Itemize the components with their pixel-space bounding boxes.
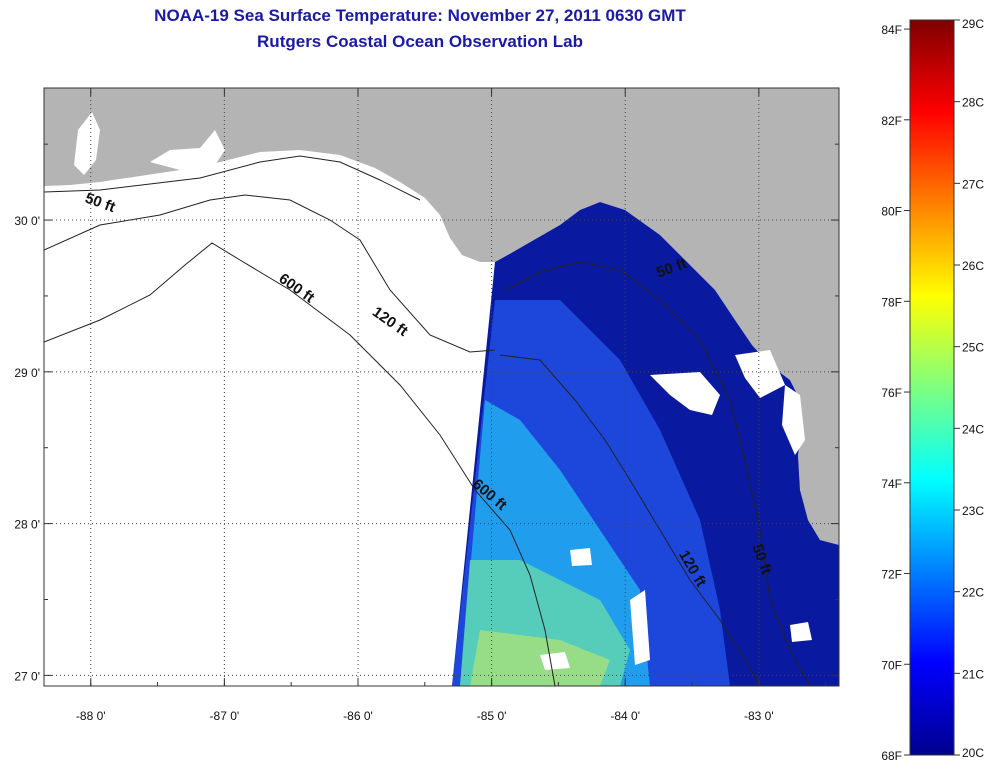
colorbar: [909, 19, 955, 756]
cloud-patch: [790, 622, 812, 642]
map-subtitle: Rutgers Coastal Ocean Observation Lab: [257, 32, 583, 51]
contour-50ft-east: [504, 261, 811, 686]
lon-tick-label: -86 0': [343, 709, 373, 723]
cloud-patch: [735, 350, 785, 398]
colorbar-label-f: 70F: [881, 658, 902, 672]
colorbar-label-c: 26C: [962, 259, 984, 273]
colorbar-label-c: 23C: [962, 504, 984, 518]
land-mass: [44, 88, 839, 545]
colorbar-label-f: 82F: [881, 114, 902, 128]
mobile-bay: [74, 112, 100, 175]
contour-120ft-east: [499, 354, 761, 686]
lon-tick-label: -88 0': [76, 709, 106, 723]
colorbar-label-c: 28C: [962, 96, 984, 110]
colorbar-label-c: 29C: [962, 17, 984, 31]
lat-tick-label: 27 0': [14, 669, 40, 683]
colorbar-label-c: 25C: [962, 341, 984, 355]
map-title: NOAA-19 Sea Surface Temperature: Novembe…: [154, 6, 686, 25]
colorbar-label-f: 78F: [881, 295, 902, 309]
lon-tick-label: -87 0': [210, 709, 240, 723]
sst-warm-patch: [470, 630, 610, 686]
colorbar-label-c: 21C: [962, 667, 984, 681]
cloud-patch: [540, 652, 570, 670]
lat-tick-label: 30 0': [14, 214, 40, 228]
contour-600ft-west: [44, 242, 556, 686]
colorbar-label-f: 68F: [881, 749, 902, 763]
contour-50ft-west: [44, 155, 421, 201]
lon-tick-label: -84 0': [610, 709, 640, 723]
plot-frame: [43, 87, 840, 687]
lon-tick-label: -85 0': [477, 709, 507, 723]
colorbar-label-f: 72F: [881, 568, 902, 582]
axis-labels: -88 0' -87 0' -86 0' -85 0' -84 0' -83 0' 30 0…: [14, 214, 773, 723]
colorbar-label-c: 22C: [962, 586, 984, 600]
colorbar-label-c: 24C: [962, 422, 984, 436]
cloud-patch: [650, 372, 720, 415]
contour-120ft-west: [44, 194, 496, 353]
lat-tick-label: 28 0': [14, 518, 40, 532]
pensacola-bay: [150, 130, 225, 170]
cloud-patch: [630, 590, 650, 665]
lat-lon-grid: [44, 88, 839, 686]
colorbar-label-f: 76F: [881, 386, 902, 400]
colorbar-label-f: 84F: [881, 23, 902, 37]
colorbar-label-f: 80F: [881, 205, 902, 219]
colorbar-labels: 29C 28C 27C 26C 25C 24C 23C 22C 21C 20C 84F 82F 80F 7…: [881, 17, 984, 763]
lat-tick-label: 29 0': [14, 366, 40, 380]
lon-tick-label: -83 0': [744, 709, 774, 723]
cloud-patch: [782, 385, 805, 455]
colorbar-label-f: 74F: [881, 477, 902, 491]
colorbar-label-c: 27C: [962, 177, 984, 191]
colorbar-label-c: 20C: [962, 746, 984, 760]
cloud-patch: [570, 548, 592, 566]
